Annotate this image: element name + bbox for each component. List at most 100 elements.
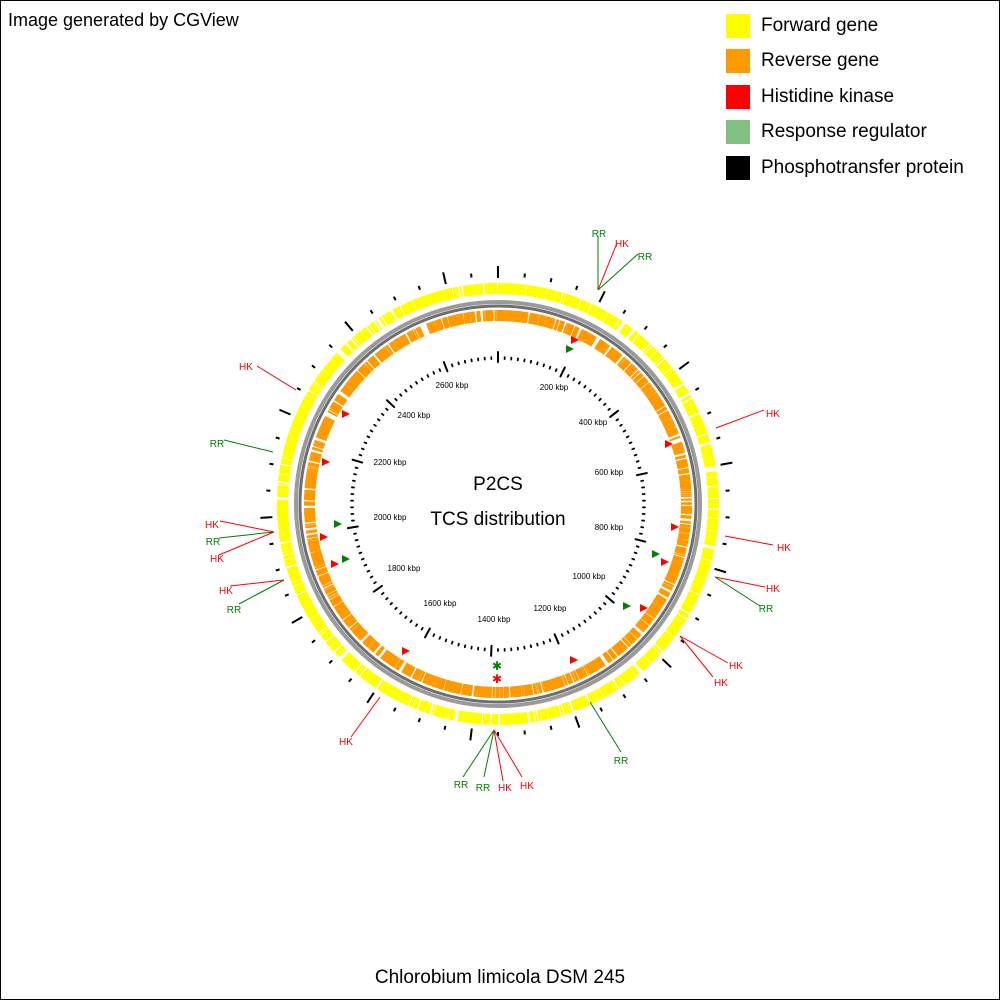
forward-gene-mark (400, 692, 407, 704)
forward-gene-mark (534, 286, 540, 298)
forward-gene-mark (278, 474, 290, 479)
reverse-gene-mark (524, 684, 529, 696)
forward-gene-mark (459, 286, 463, 298)
reverse-gene-mark (571, 326, 579, 338)
forward-gene-mark (468, 712, 473, 724)
reverse-gene-mark (320, 578, 332, 585)
scale-tick (636, 472, 648, 477)
forward-gene-mark (441, 706, 447, 719)
forward-gene-mark (520, 284, 525, 296)
outer-tick (716, 436, 721, 440)
forward-gene-mark (321, 630, 332, 640)
forward-gene-mark (310, 383, 322, 393)
forward-gene-mark (595, 688, 604, 700)
outer-tick (260, 516, 273, 519)
forward-gene-mark (457, 710, 461, 722)
forward-gene-mark (306, 390, 318, 399)
reverse-gene-mark (650, 396, 661, 404)
forward-gene-mark (462, 711, 467, 723)
reverse-gene-mark (521, 311, 525, 323)
forward-gene-mark (292, 421, 304, 428)
forward-gene-mark (667, 625, 679, 635)
forward-gene-mark (280, 459, 293, 465)
forward-gene-mark (322, 631, 334, 642)
reverse-gene-mark (510, 686, 515, 698)
forward-gene-mark (515, 283, 519, 295)
scale-tick (457, 642, 460, 647)
rr-callout-label: RR (614, 756, 628, 767)
forward-gene-mark (707, 483, 719, 487)
reverse-gene-mark (546, 679, 552, 692)
reverse-gene-mark (602, 344, 611, 355)
forward-gene-mark (480, 283, 484, 295)
reverse-gene-mark (362, 634, 372, 645)
legend: Forward gene Reverse gene Histidine kina… (726, 8, 964, 186)
forward-gene-mark (330, 358, 341, 368)
reverse-gene-mark (424, 673, 430, 685)
forward-gene-mark (689, 587, 701, 595)
forward-gene-mark (705, 472, 718, 477)
scale-tick (635, 460, 640, 463)
reverse-gene-mark (365, 637, 376, 648)
forward-gene-mark (540, 709, 545, 721)
reverse-gene-mark (312, 558, 324, 564)
forward-gene-mark (476, 712, 481, 725)
scale-tick (635, 545, 640, 548)
reverse-gene-mark (304, 514, 316, 517)
forward-gene-mark (383, 683, 392, 695)
forward-gene-mark (306, 608, 318, 617)
reverse-gene-mark (461, 313, 465, 325)
reverse-gene-mark (304, 490, 316, 495)
forward-gene-mark (599, 686, 607, 698)
reverse-gene-mark (310, 550, 322, 556)
forward-gene-mark (288, 569, 300, 576)
scale-tick (366, 569, 371, 573)
forward-gene-mark (643, 653, 654, 663)
forward-gene-mark (639, 340, 649, 350)
forward-gene-mark (671, 620, 683, 630)
forward-gene-mark (527, 285, 533, 297)
forward-gene-mark (289, 430, 301, 436)
outer-tick (417, 285, 421, 291)
reverse-gene-mark (565, 672, 573, 685)
reverse-gene-mark (652, 600, 663, 609)
forward-gene-mark (277, 519, 289, 523)
rr-callout-label: RR (206, 537, 220, 548)
outer-tick (328, 659, 333, 664)
scale-label: 1400 kbp (478, 615, 511, 624)
forward-gene-mark (707, 518, 719, 523)
forward-gene-mark (704, 540, 716, 545)
reverse-gene-mark (651, 602, 662, 610)
forward-gene-mark (279, 535, 291, 541)
forward-gene-mark (405, 694, 413, 706)
reverse-gene-mark (387, 654, 396, 665)
scale-tick (583, 384, 587, 389)
forward-gene-mark (675, 613, 687, 623)
reverse-gene-mark (636, 622, 646, 632)
reverse-gene-mark (620, 359, 630, 370)
scale-tick (622, 575, 627, 579)
forward-gene-mark (468, 284, 473, 296)
forward-gene-mark (700, 558, 712, 564)
reverse-gene-mark (323, 417, 335, 425)
scale-tick (444, 638, 448, 643)
reverse-gene-mark (576, 329, 585, 341)
reverse-gene-mark (417, 326, 425, 338)
forward-gene-mark (392, 308, 401, 320)
forward-gene-mark (281, 547, 294, 553)
callout-line (724, 535, 774, 546)
forward-gene-mark (277, 521, 289, 525)
reverse-gene-mark (613, 353, 623, 364)
forward-gene-mark (691, 417, 703, 426)
reverse-gene-mark (666, 428, 678, 436)
forward-gene-mark (357, 331, 368, 342)
forward-gene-mark (511, 283, 515, 295)
reverse-gene-mark (528, 312, 532, 324)
reverse-gene-mark (364, 636, 374, 647)
forward-gene-mark (624, 327, 633, 338)
reverse-gene-mark (680, 489, 692, 492)
forward-gene-mark (277, 485, 289, 490)
forward-gene-mark (352, 662, 362, 672)
reverse-gene-mark (370, 355, 380, 367)
reverse-gene-mark (676, 543, 688, 547)
